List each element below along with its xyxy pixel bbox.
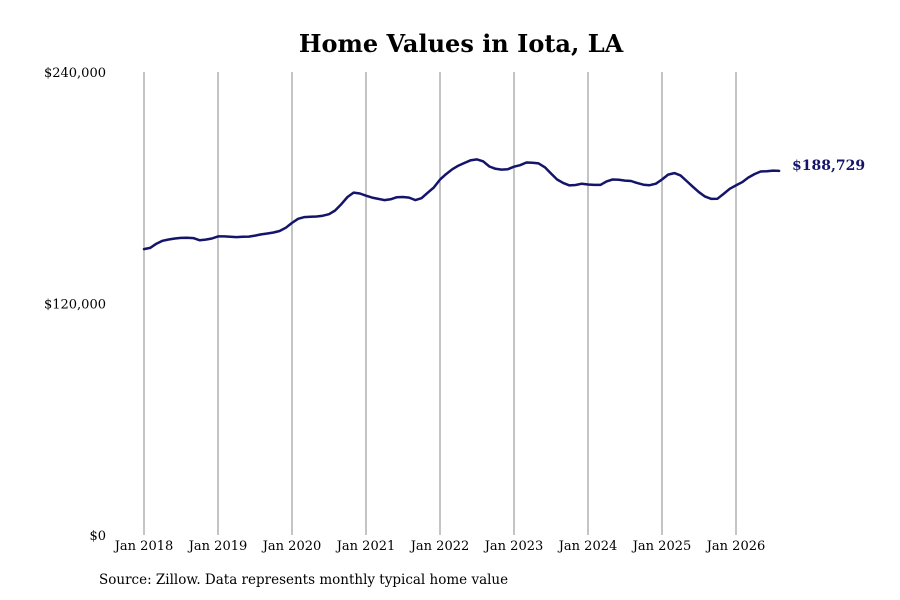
x-tick-label: Jan 2026 [705, 539, 766, 554]
source-note: Source: Zillow. Data represents monthly … [99, 572, 509, 588]
x-tick-label: Jan 2023 [483, 539, 544, 554]
x-tick-label: Jan 2021 [335, 539, 396, 554]
chart-title: Home Values in Iota, LA [299, 29, 624, 58]
y-tick-label: $120,000 [44, 298, 106, 313]
y-axis-ticks: $0 $120,000 $240,000 [44, 66, 106, 544]
x-tick-label: Jan 2019 [187, 539, 248, 554]
x-tick-label: Jan 2024 [557, 539, 618, 554]
x-tick-label: Jan 2025 [631, 539, 692, 554]
x-axis-ticks: Jan 2018 Jan 2019 Jan 2020 Jan 2021 Jan 2022… [113, 539, 766, 554]
end-value-label: $188,729 [792, 158, 865, 174]
series-layer [142, 158, 781, 251]
series-line [142, 158, 781, 251]
x-tick-label: Jan 2022 [409, 539, 470, 554]
x-tick-label: Jan 2018 [113, 539, 174, 554]
grid-lines [143, 72, 737, 535]
y-tick-label: $0 [89, 529, 106, 544]
x-tick-label: Jan 2020 [261, 539, 322, 554]
y-tick-label: $240,000 [44, 66, 106, 81]
